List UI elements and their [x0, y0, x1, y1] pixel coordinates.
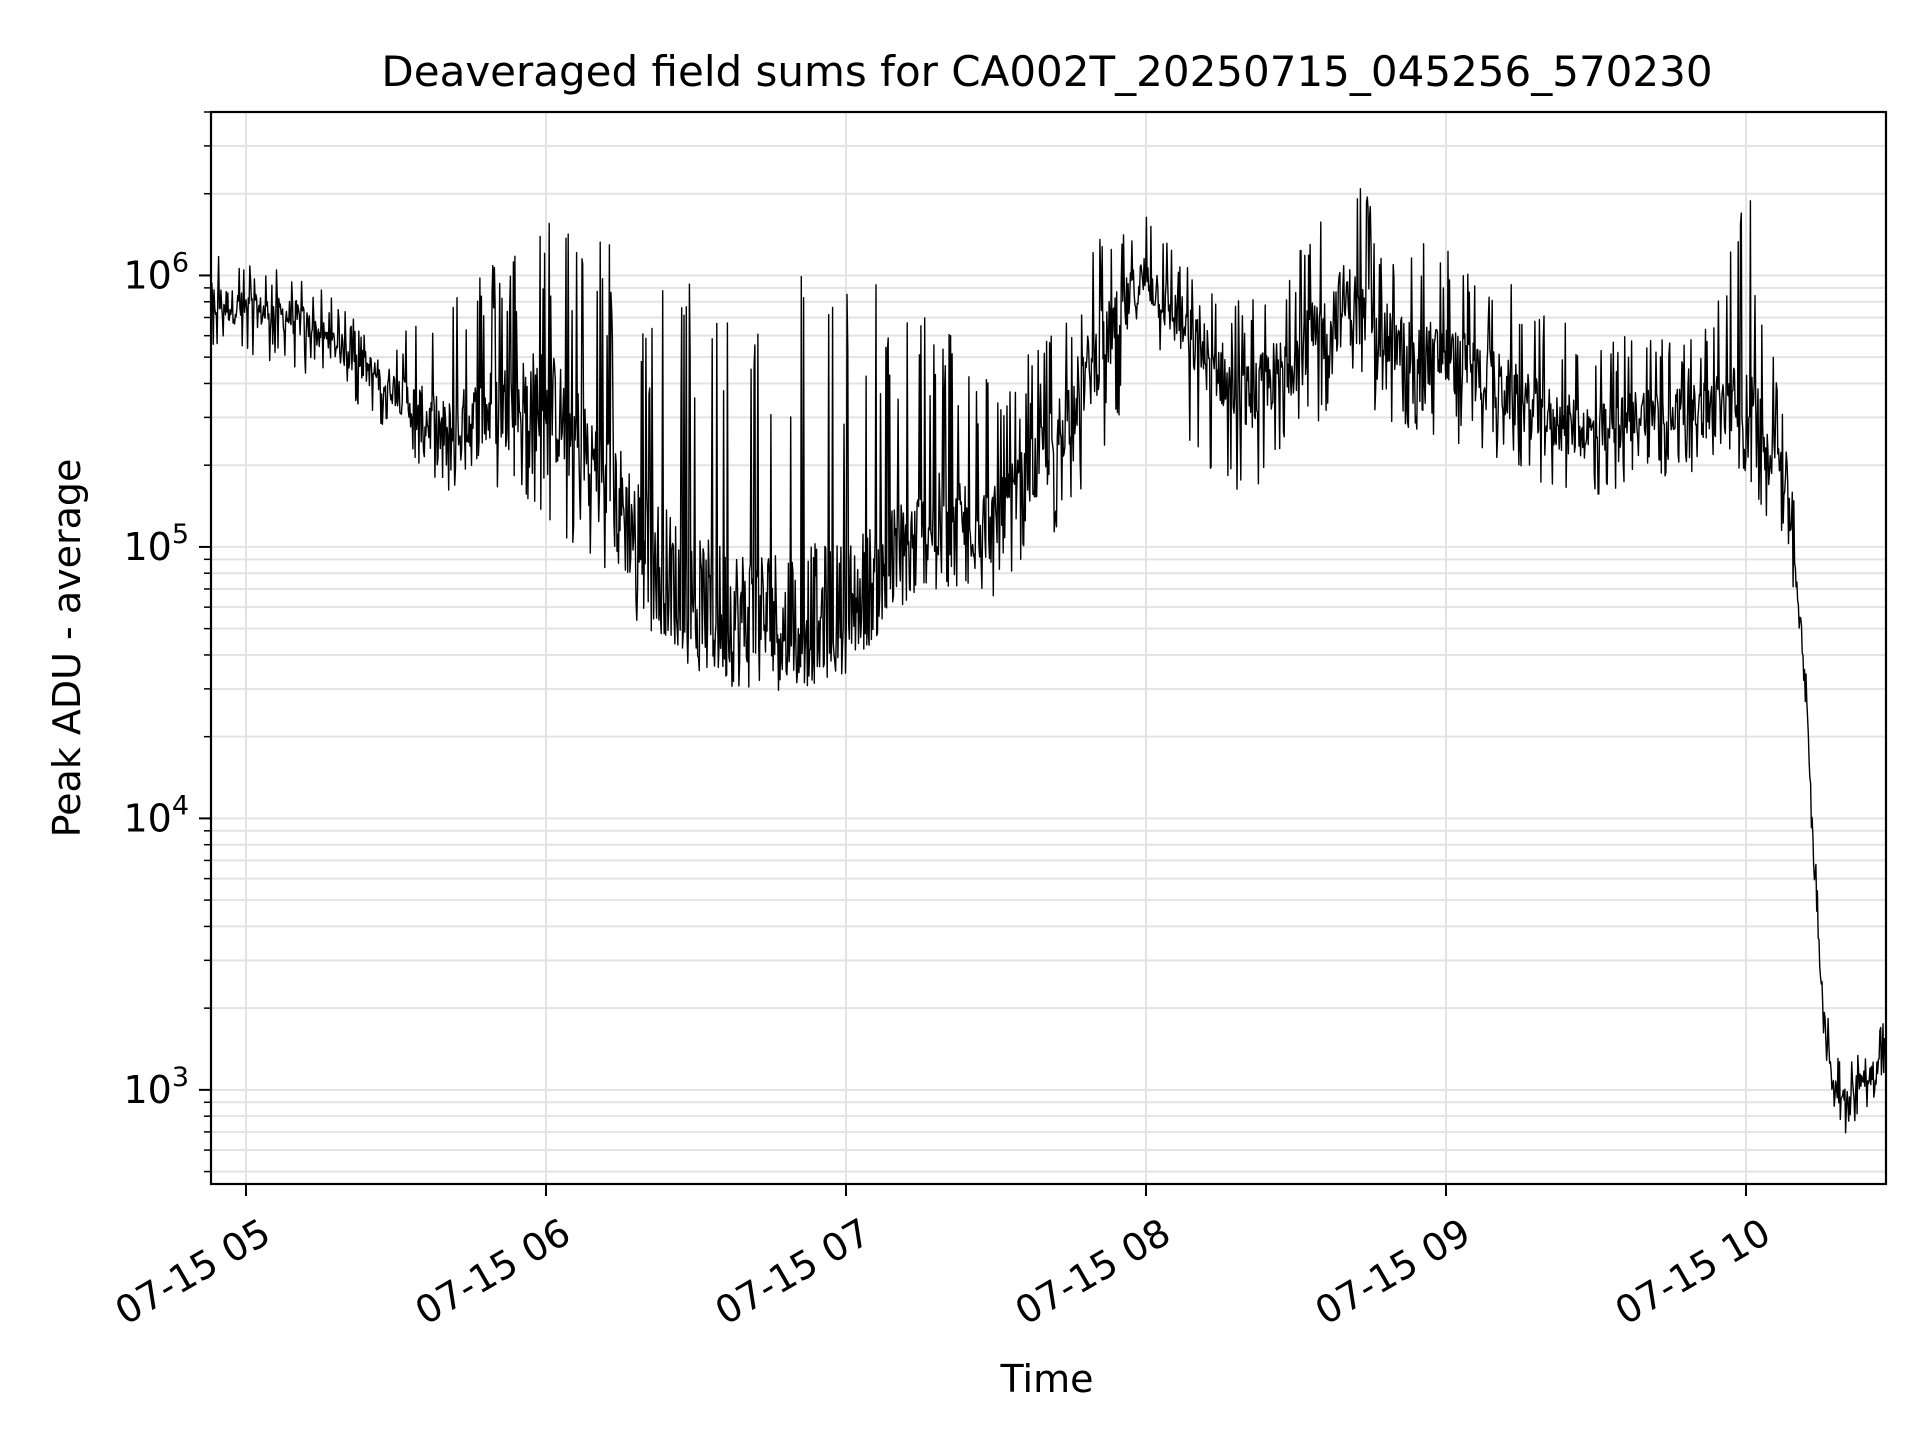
- y-tick-label: 103: [123, 1062, 189, 1112]
- gridlines: [211, 111, 1886, 1184]
- y-tick-label: 104: [123, 790, 189, 840]
- y-axis-label: Peak ADU - average: [45, 459, 89, 838]
- x-tick-label: 07-15 06: [408, 1210, 578, 1334]
- x-tick-label: 07-15 09: [1308, 1210, 1478, 1334]
- x-axis-label: Time: [1000, 1357, 1094, 1401]
- y-tick-label: 105: [123, 519, 189, 569]
- plot-frame: [209, 110, 1888, 1186]
- chart-title: Deaveraged field sums for CA002T_2025071…: [381, 47, 1712, 96]
- x-tick-label: 07-15 08: [1008, 1210, 1178, 1334]
- x-tick-label: 07-15 07: [708, 1210, 878, 1334]
- x-tick-label: 07-15 10: [1608, 1210, 1778, 1334]
- x-axis: 07-15 05 07-15 06 07-15 07 07-15 08 07-15 09…: [108, 1184, 1778, 1334]
- series-line: [210, 188, 1887, 1134]
- x-tick-label: 07-15 05: [108, 1210, 278, 1334]
- y-axis: 103 104 105 106: [123, 111, 211, 1173]
- y-tick-label: 106: [123, 247, 189, 297]
